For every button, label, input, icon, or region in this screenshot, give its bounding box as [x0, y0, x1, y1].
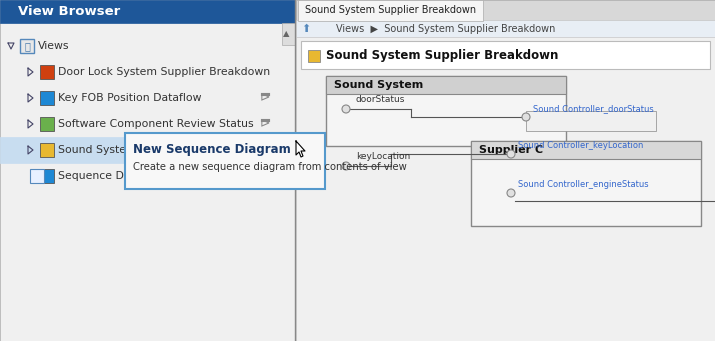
Text: Sequence Diagr: Sequence Diagr — [58, 171, 145, 181]
Bar — [308, 50, 320, 62]
Text: Sound Controller_keyLocation: Sound Controller_keyLocation — [518, 141, 644, 150]
Text: Sound System Supplier Breakdown: Sound System Supplier Breakdown — [326, 49, 558, 62]
Text: Sound Controller_engineStatus: Sound Controller_engineStatus — [518, 180, 649, 189]
Bar — [282, 23, 295, 45]
Text: Supplier C: Supplier C — [479, 145, 543, 155]
Circle shape — [507, 150, 515, 158]
Text: Views: Views — [38, 41, 69, 51]
Text: ⊳: ⊳ — [260, 91, 270, 104]
Bar — [40, 169, 54, 183]
Bar — [471, 141, 701, 226]
Circle shape — [507, 189, 515, 197]
Bar — [298, 0, 483, 21]
Bar — [471, 141, 701, 159]
Text: Key FOB Position Dataflow: Key FOB Position Dataflow — [58, 93, 202, 103]
Text: New Sequence Diagram: New Sequence Diagram — [133, 143, 291, 155]
Polygon shape — [296, 141, 305, 157]
Circle shape — [522, 113, 530, 121]
Text: 🏳: 🏳 — [24, 41, 30, 51]
Bar — [526, 111, 656, 131]
Text: Sound Controller_doorStatus: Sound Controller_doorStatus — [533, 104, 654, 113]
Text: Sound System Supplier Breakdown: Sound System Supplier Breakdown — [58, 145, 250, 155]
Circle shape — [342, 162, 350, 170]
Bar — [296, 0, 715, 341]
Bar — [326, 76, 566, 146]
Text: Create a new sequence diagram from contents of view: Create a new sequence diagram from conte… — [133, 162, 407, 172]
Text: Sound System Supplier Breakdown: Sound System Supplier Breakdown — [305, 5, 477, 15]
Bar — [40, 143, 54, 157]
Bar — [296, 37, 715, 341]
Text: View Browser: View Browser — [18, 5, 120, 18]
Bar — [301, 41, 710, 69]
Bar — [40, 91, 54, 105]
Bar — [30, 169, 44, 183]
Bar — [326, 76, 566, 94]
Bar — [0, 0, 295, 341]
Bar — [296, 20, 715, 37]
Bar — [20, 39, 34, 53]
Bar — [0, 0, 295, 23]
Text: ⬆: ⬆ — [301, 24, 311, 33]
Bar — [296, 0, 715, 20]
Text: doorStatus: doorStatus — [356, 95, 405, 104]
Text: Sound System: Sound System — [334, 80, 423, 90]
Bar — [125, 133, 325, 189]
Bar — [0, 137, 282, 163]
Text: Software Component Review Status: Software Component Review Status — [58, 119, 254, 129]
Text: ▲: ▲ — [282, 30, 290, 39]
Text: Door Lock System Supplier Breakdown: Door Lock System Supplier Breakdown — [58, 67, 270, 77]
Bar — [40, 65, 54, 79]
Circle shape — [342, 105, 350, 113]
Text: Views  ▶  Sound System Supplier Breakdown: Views ▶ Sound System Supplier Breakdown — [336, 24, 556, 33]
Text: keyLocation: keyLocation — [356, 152, 410, 161]
Text: ⊳: ⊳ — [260, 118, 270, 131]
Bar — [40, 117, 54, 131]
